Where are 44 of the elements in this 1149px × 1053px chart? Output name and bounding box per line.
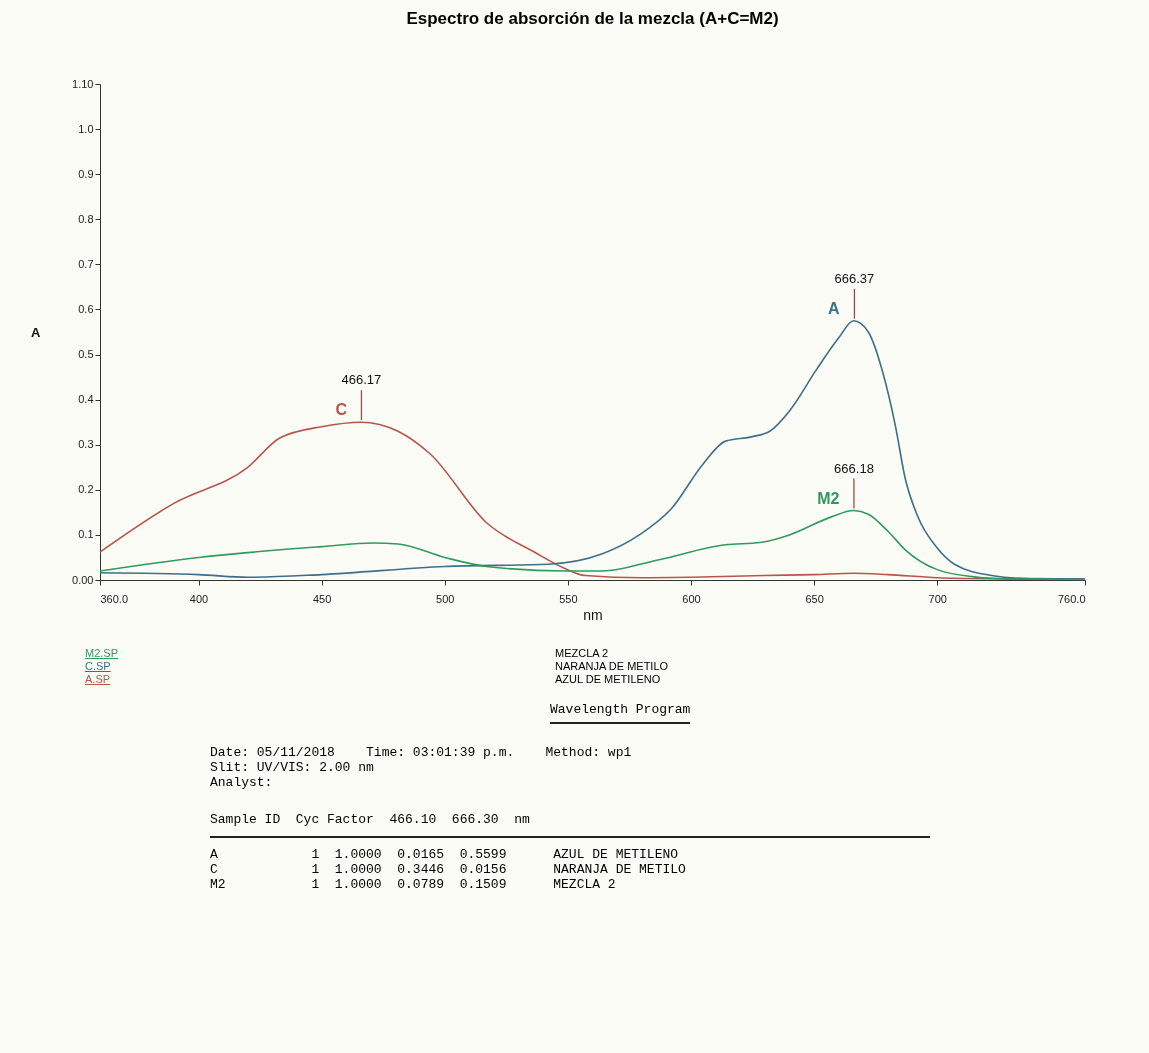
text: M2 1 1.0000 0.0789 0.1509 MEZCLA 2 [210, 876, 617, 893]
text: Date: 05/11/2018 Time: 03:01:39 p.m. Method: wp1 [210, 744, 633, 761]
y-tick-label: 0.00 [72, 573, 94, 586]
text: M2.SP [85, 647, 119, 659]
y-tick-label: 0.6 [78, 302, 94, 315]
y-tick-label: 0.3 [78, 438, 94, 451]
series-label: M2 [817, 489, 840, 507]
text: A 1 1.0000 0.0165 0.5599 AZUL DE METILENO [210, 846, 680, 863]
y-tick-label: 0.7 [78, 257, 94, 270]
y-tick-label: 1.0 [78, 122, 94, 135]
text: Sample ID Cyc Factor 466.10 666.30 nm [210, 811, 930, 838]
text: Analyst: [210, 774, 274, 791]
text: A.SP [85, 673, 112, 685]
x-tick-label: 760.0 [1057, 592, 1086, 605]
text: Slit: UV/VIS: 2.00 nm [210, 759, 375, 776]
text: MEZCLA 2 [555, 647, 610, 659]
text: Wavelength Program [550, 702, 691, 724]
y-axis-title: A [31, 324, 42, 340]
x-tick-label: 450 [312, 592, 332, 605]
x-tick-label: 650 [805, 592, 824, 605]
series-label: A [827, 299, 840, 317]
y-tick-label: 1.10 [72, 77, 94, 90]
x-tick-label: 400 [189, 592, 209, 605]
text: AZUL DE METILENO [555, 673, 662, 685]
text: C.SP [85, 660, 112, 672]
y-tick-label: 0.4 [78, 393, 94, 406]
annotation: 666.37 [834, 270, 875, 286]
y-tick-label: 0.2 [78, 483, 94, 496]
x-tick-label: 550 [559, 592, 578, 605]
annotation: 466.17 [341, 372, 382, 388]
annotation: 666.18 [834, 460, 874, 476]
text: C 1 1.0000 0.3446 0.0156 NARANJA DE METILO [210, 861, 687, 878]
x-tick-label: 360.0 [100, 592, 129, 605]
y-tick-label: 0.9 [78, 167, 94, 180]
y-tick-label: 0.5 [78, 348, 94, 361]
text: NARANJA DE METILO [555, 660, 670, 672]
x-tick-label: 600 [682, 592, 701, 605]
y-tick-label: 0.1 [78, 528, 94, 541]
y-tick-label: 0.8 [78, 212, 94, 225]
x-tick-label: 700 [928, 592, 947, 605]
chart-title: Espectro de absorción de la mezcla (A+C=M2) [406, 9, 779, 28]
series-label: C [335, 401, 348, 419]
x-axis-title: nm [583, 606, 603, 623]
x-tick-label: 500 [436, 592, 455, 605]
